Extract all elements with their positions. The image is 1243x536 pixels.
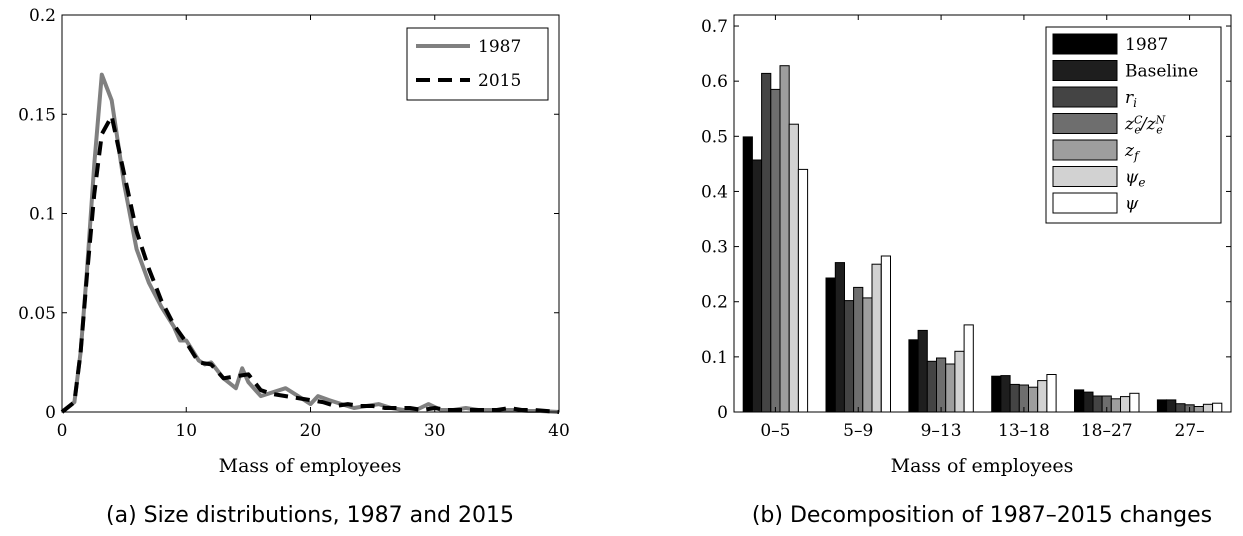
legend-swatch [1052, 60, 1118, 81]
y-tick-label: 0.05 [18, 304, 56, 324]
line-series-group [60, 72, 560, 414]
y-tick-label: 0.2 [29, 6, 56, 26]
size-distribution-chart: 0 10 20 30 40 0 0.05 0.1 0.15 0.2 Mass of employe… [18, 6, 570, 528]
y-tick-label: 0.1 [29, 205, 56, 225]
x-tick-label: 27– [1175, 421, 1205, 441]
bar-5–9-1987 [825, 277, 836, 413]
y-tick-label: 0 [717, 403, 728, 423]
x-tick-label: 40 [548, 421, 570, 441]
legend-swatch [1052, 166, 1118, 187]
legend-swatch [1052, 139, 1118, 161]
legend-swatch [1052, 113, 1118, 134]
bar-0–5-ψ [797, 168, 809, 413]
bar-9–13-ψ [963, 324, 974, 413]
bar-0–5-Baseline [751, 159, 763, 413]
bar-18–27-ψ_e [1120, 396, 1131, 413]
x-tick-label: 10 [175, 421, 197, 441]
bar-13–18-Baseline [1000, 375, 1011, 413]
legend-swatch [1052, 86, 1118, 108]
legend-label: Baseline [1125, 62, 1198, 82]
bar-13–18-ψ [1046, 374, 1057, 413]
bar-9–13-Baseline [917, 329, 928, 413]
decomposition-chart: 0–5 5–9 9–13 13–18 18–27 27– 0 0.1 0.2 0.3 0.4 0.5 0… [701, 14, 1232, 528]
bar-18–27-1987 [1074, 389, 1085, 413]
bar-13–18-r_i [1009, 383, 1020, 413]
y-tick-label: 0.7 [701, 17, 728, 37]
bar-0–5-r_i [761, 72, 772, 413]
legend-label: ψ [1125, 194, 1139, 214]
bar-5–9-z_f [862, 297, 873, 413]
caption-a: (a) Size distributions, 1987 and 2015 [106, 503, 514, 528]
bar-13–18-1987 [991, 375, 1002, 413]
y-tick-label: 0.1 [701, 348, 728, 368]
legend-swatch [1052, 33, 1118, 55]
bar-9–13-ψ_e [954, 350, 965, 413]
axis-ticks: 0 10 20 30 40 0 0.05 0.1 0.15 0.2 [18, 6, 570, 441]
bar-13–18-ψ_e [1037, 380, 1048, 413]
bar-5–9-r_i [843, 300, 855, 413]
legend-swatch [1052, 192, 1118, 214]
bar-9–13-z_f [945, 363, 956, 413]
y-tick-label: 0.15 [18, 105, 56, 125]
bar-5–9-Baseline [834, 262, 845, 413]
legend-label: 1987 [1125, 35, 1168, 55]
x-axis-label: Mass of employees [219, 455, 402, 477]
y-tick-label: 0.2 [701, 293, 728, 313]
bar-5–9-z_e^C/z_e^N [853, 286, 864, 413]
bar-18–27-ψ [1129, 392, 1140, 413]
y-tick-label: 0.5 [701, 127, 728, 147]
bar-18–27-z_f [1110, 398, 1122, 413]
bar-27–-1987 [1156, 399, 1168, 413]
y-tick-label: 0 [45, 403, 56, 423]
y-tick-label: 0.4 [701, 182, 728, 202]
caption-b: (b) Decomposition of 1987–2015 changes [752, 503, 1212, 528]
bar-27–-ψ_e [1202, 403, 1214, 413]
bar-13–18-z_f [1028, 386, 1039, 413]
x-tick-label: 0–5 [760, 421, 790, 441]
legend: 1987 2015 [406, 27, 549, 101]
legend-label-1987: 1987 [478, 37, 521, 57]
bar-0–5-ψ_e [788, 123, 799, 413]
x-tick-label: 9–13 [921, 421, 962, 441]
bar-18–27-r_i [1092, 395, 1103, 413]
series-line-2015 [60, 114, 560, 414]
bar-27–-Baseline [1166, 399, 1177, 413]
bar-5–9-ψ [880, 255, 891, 413]
x-tick-label: 30 [424, 421, 446, 441]
axis-ticks: 0–5 5–9 9–13 13–18 18–27 27– 0 0.1 0.2 0.3 0.4 0.5 0… [701, 15, 1231, 441]
x-axis-label: Mass of employees [891, 455, 1074, 477]
bar-9–13-z_e^C/z_e^N [936, 357, 947, 413]
x-tick-label: 0 [57, 421, 68, 441]
x-tick-label: 13–18 [998, 421, 1050, 441]
bar-18–27-Baseline [1083, 391, 1094, 413]
bar-27–-ψ [1212, 402, 1223, 413]
y-tick-label: 0.3 [701, 238, 728, 258]
x-tick-label: 5–9 [843, 421, 873, 441]
legend-label: zC e/zN e [1124, 114, 1166, 137]
bar-27–-r_i [1175, 403, 1186, 413]
bar-0–5-z_f [779, 65, 790, 413]
bar-9–13-r_i [926, 360, 937, 413]
x-tick-label: 20 [300, 421, 322, 441]
bar-0–5-z_e^C/z_e^N [770, 88, 781, 413]
legend-label-2015: 2015 [478, 71, 521, 91]
bar-5–9-ψ_e [871, 263, 882, 413]
bar-27–-z_f [1193, 406, 1204, 413]
y-tick-label: 0.6 [701, 72, 728, 92]
bar-0–5-1987 [742, 136, 753, 413]
bar-9–13-1987 [908, 339, 919, 413]
x-tick-label: 18–27 [1081, 421, 1133, 441]
bar-group [742, 65, 1223, 413]
